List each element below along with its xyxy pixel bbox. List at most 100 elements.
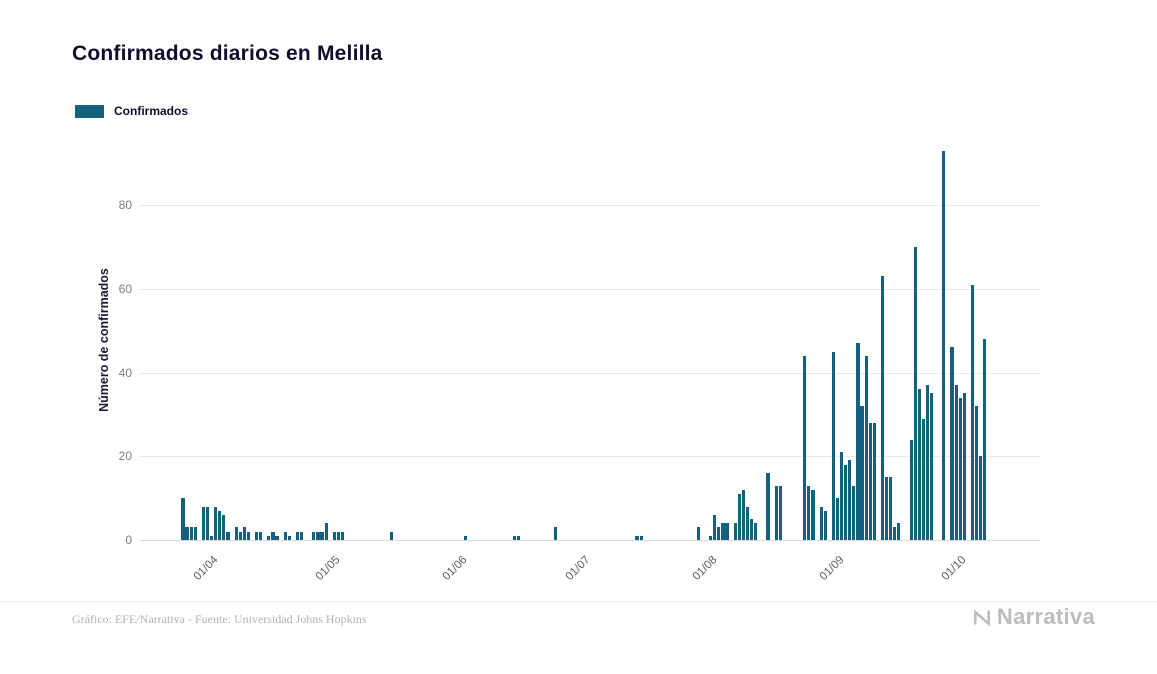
narrativa-logo-text: Narrativa [996, 604, 1095, 629]
gridline [140, 372, 1040, 374]
bar [242, 527, 246, 540]
bar [819, 506, 823, 540]
bar [942, 150, 946, 540]
legend: Confirmados [75, 104, 188, 118]
source-credit: Gráfico: EFE/Narrativa - Fuente: Univers… [72, 612, 367, 626]
bar [807, 485, 811, 540]
bar [893, 527, 897, 540]
bar [766, 473, 770, 540]
x-tick-label: 01/08 [690, 554, 720, 583]
bar [844, 464, 848, 540]
x-tick-label: 01/06 [440, 554, 470, 583]
bar [913, 246, 917, 540]
bar [774, 485, 778, 540]
bar [340, 531, 345, 540]
bar [803, 355, 807, 540]
bar [234, 527, 238, 540]
bar [226, 531, 230, 540]
bar [222, 514, 226, 540]
gridline [140, 205, 1040, 206]
bar [295, 531, 300, 540]
gridline [140, 456, 1040, 458]
bar [725, 523, 729, 540]
bar [778, 485, 782, 540]
gridline [140, 288, 1040, 290]
bar [852, 485, 856, 540]
bar [970, 284, 975, 540]
bar [745, 506, 750, 540]
bar [954, 385, 958, 540]
bar [185, 527, 189, 540]
x-tick-label: 01/04 [191, 554, 221, 583]
bar [283, 531, 287, 540]
bar [267, 535, 271, 540]
footer-divider [0, 601, 1157, 602]
bar [332, 531, 336, 540]
bar [839, 452, 844, 540]
x-tick-label: 01/05 [313, 554, 343, 583]
bar [463, 535, 467, 540]
bar [848, 460, 852, 540]
bar [205, 506, 210, 540]
bar [271, 531, 275, 540]
legend-swatch-confirmados [75, 104, 104, 118]
y-tick-label: 20 [118, 449, 132, 464]
bar [193, 527, 197, 540]
bar [635, 535, 639, 540]
bar [389, 531, 394, 540]
bar [921, 418, 925, 540]
narrativa-logo: Narrativa [972, 604, 1095, 630]
bar [287, 535, 291, 540]
bar [979, 456, 983, 540]
bar [860, 406, 864, 540]
y-tick-label: 40 [118, 365, 132, 380]
bar [312, 531, 316, 540]
bar [516, 535, 520, 540]
bar [201, 506, 205, 540]
bar [181, 498, 185, 540]
bar [929, 393, 934, 540]
bar [238, 531, 242, 540]
bar [733, 523, 737, 540]
bar [717, 527, 721, 540]
bar [709, 535, 713, 540]
bar [884, 477, 889, 540]
bar [316, 531, 320, 540]
bar [917, 389, 921, 540]
bar [974, 406, 979, 540]
bar [962, 393, 966, 540]
bar [299, 531, 304, 540]
bar [713, 514, 717, 540]
x-tick-label: 01/09 [817, 554, 846, 583]
y-tick-label: 80 [118, 198, 132, 212]
y-tick-label: 0 [125, 533, 132, 547]
bar [749, 519, 754, 540]
bar [336, 531, 340, 540]
bar [958, 397, 962, 540]
bar [553, 527, 557, 540]
bar [512, 535, 516, 540]
bar [868, 422, 872, 540]
bar [897, 523, 901, 540]
bar [741, 489, 745, 540]
bar [214, 506, 218, 540]
bar [189, 527, 193, 540]
bar [320, 531, 324, 540]
bar [639, 535, 643, 540]
bar [275, 535, 279, 540]
bar [835, 498, 840, 540]
bar [983, 339, 987, 540]
bar [856, 343, 860, 540]
x-tick-label: 01/07 [563, 554, 593, 583]
bar [880, 276, 885, 540]
narrativa-logo-icon [972, 607, 992, 627]
bar [737, 493, 741, 540]
plot-area: 0 20 40 60 80 01/04 01/05 01/06 01/07 01/08 01/09 0… [119, 138, 1040, 583]
y-tick-label: 60 [118, 281, 132, 296]
x-tick-label: 01/10 [939, 554, 969, 583]
bar [246, 531, 250, 540]
bar [831, 351, 835, 540]
bar [259, 531, 263, 540]
bar [889, 477, 893, 540]
